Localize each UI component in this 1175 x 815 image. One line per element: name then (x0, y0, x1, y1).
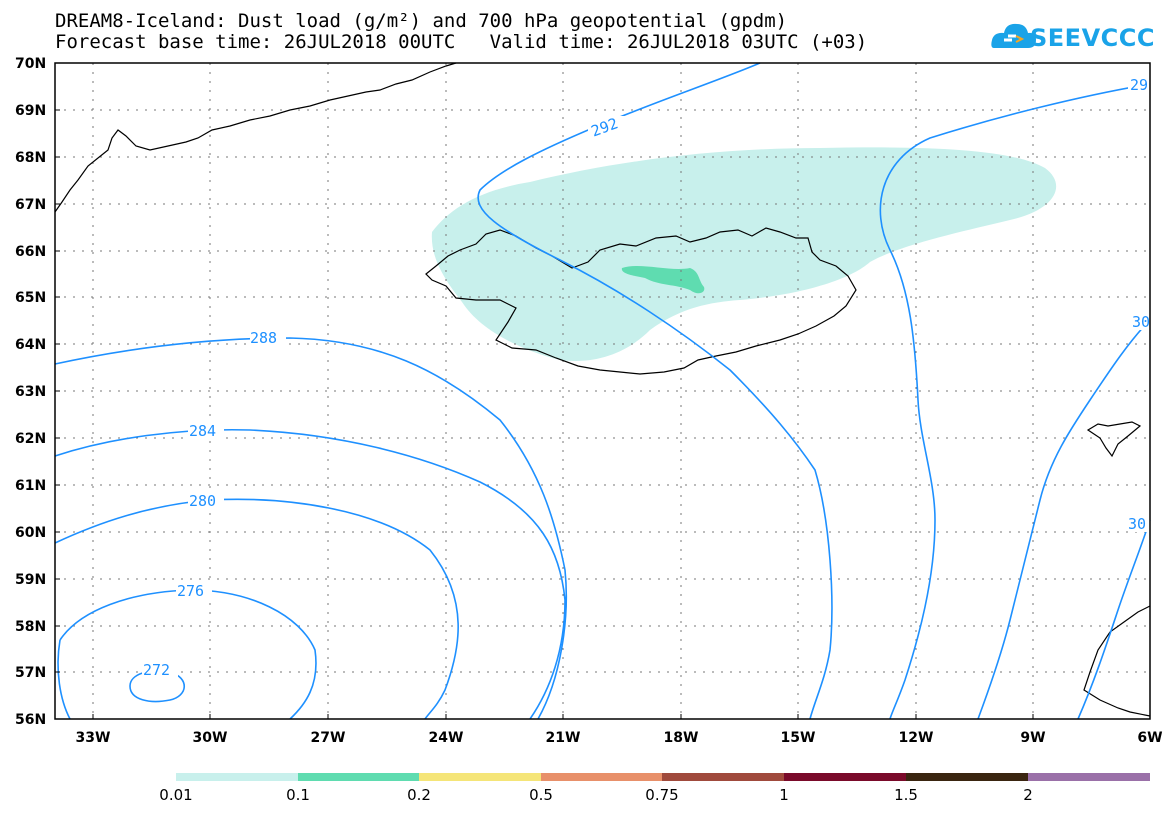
lon-label: 18W (664, 730, 699, 746)
faroe-islands (1086, 421, 1142, 458)
colorbar-segment (298, 773, 419, 781)
colorbar-segment (906, 773, 1028, 781)
colorbar-label: 0.01 (159, 786, 192, 804)
contour-label: 29 (1130, 76, 1148, 94)
contour-label: 30 (1128, 515, 1146, 533)
colorbar-segment (1028, 773, 1150, 781)
lat-label: 70N (15, 56, 46, 72)
lat-label: 57N (15, 665, 46, 681)
contour-label: 284 (189, 422, 216, 440)
lat-label: 66N (15, 244, 46, 260)
lat-label: 60N (15, 525, 46, 541)
lat-label: 61N (15, 478, 46, 494)
lat-label: 63N (15, 384, 46, 400)
iceland-coast (425, 227, 857, 375)
contour-288 (54, 337, 568, 720)
lat-label: 67N (15, 197, 46, 213)
lon-label: 33W (76, 730, 111, 746)
colorbar-label: 1.5 (894, 786, 918, 804)
lon-label: 30W (193, 730, 228, 746)
map-title-line1: DREAM8-Iceland: Dust load (g/m²) and 700… (55, 10, 788, 32)
colorbar-segment (419, 773, 541, 781)
cloud-logo-icon (991, 23, 1036, 48)
grid-lines (55, 63, 1150, 719)
colorbar-label: 1 (779, 786, 789, 804)
greenland-coast (54, 62, 457, 213)
contour-276 (59, 589, 317, 720)
lon-label: 24W (429, 730, 464, 746)
contour-284 (54, 428, 566, 720)
contour-label: 288 (250, 329, 277, 347)
colorbar-segment (176, 773, 298, 781)
contour-300a (977, 319, 1151, 720)
colorbar-label: 0.75 (645, 786, 678, 804)
lat-label: 56N (15, 712, 46, 728)
tick-marks (55, 62, 1034, 720)
colorbar-segment (784, 773, 906, 781)
lon-label: 21W (546, 730, 581, 746)
contour-label: 276 (177, 582, 204, 600)
lat-label: 62N (15, 431, 46, 447)
lat-label: 59N (15, 572, 46, 588)
colorbar (176, 773, 1150, 781)
colorbar-label: 0.2 (407, 786, 431, 804)
contour-label: 272 (143, 661, 170, 679)
colorbar-label: 0.1 (286, 786, 310, 804)
colorbar-segment (662, 773, 784, 781)
longitude-labels: 33W 30W 27W 24W 21W 18W 15W 12W 9W 6W (76, 730, 1163, 746)
contour-276-left (57, 639, 71, 720)
latitude-labels: 70N 69N 68N 67N 66N 65N 64N 63N 62N 61N … (15, 56, 46, 728)
logo-text: SEEVCCC (1030, 24, 1155, 52)
dust-area-low (431, 147, 1057, 361)
colorbar-labels: 0.01 0.1 0.2 0.5 0.75 1 1.5 2 (159, 786, 1032, 804)
lat-label: 58N (15, 619, 46, 635)
lat-label: 64N (15, 337, 46, 353)
coastlines (54, 62, 1151, 717)
colorbar-segment (541, 773, 662, 781)
lat-label: 69N (15, 103, 46, 119)
contour-280 (54, 498, 459, 720)
contour-296 (879, 83, 1151, 720)
lon-label: 15W (781, 730, 816, 746)
contour-label: 280 (189, 492, 216, 510)
lat-label: 65N (15, 290, 46, 306)
lon-label: 12W (899, 730, 934, 746)
scotland-coast (1083, 605, 1151, 717)
lon-label: 6W (1137, 730, 1162, 746)
lat-label: 68N (15, 150, 46, 166)
contour-300b (1077, 519, 1151, 720)
dust-area-mid (621, 266, 705, 294)
colorbar-label: 0.5 (529, 786, 553, 804)
lon-label: 9W (1020, 730, 1045, 746)
colorbar-label: 2 (1023, 786, 1033, 804)
contour-label: 30 (1132, 313, 1150, 331)
contour-labels: 292 29 288 30 284 280 30 276 272 (142, 75, 1150, 679)
lon-label: 27W (311, 730, 346, 746)
map-title-line2: Forecast base time: 26JUL2018 00UTC Vali… (55, 31, 868, 53)
